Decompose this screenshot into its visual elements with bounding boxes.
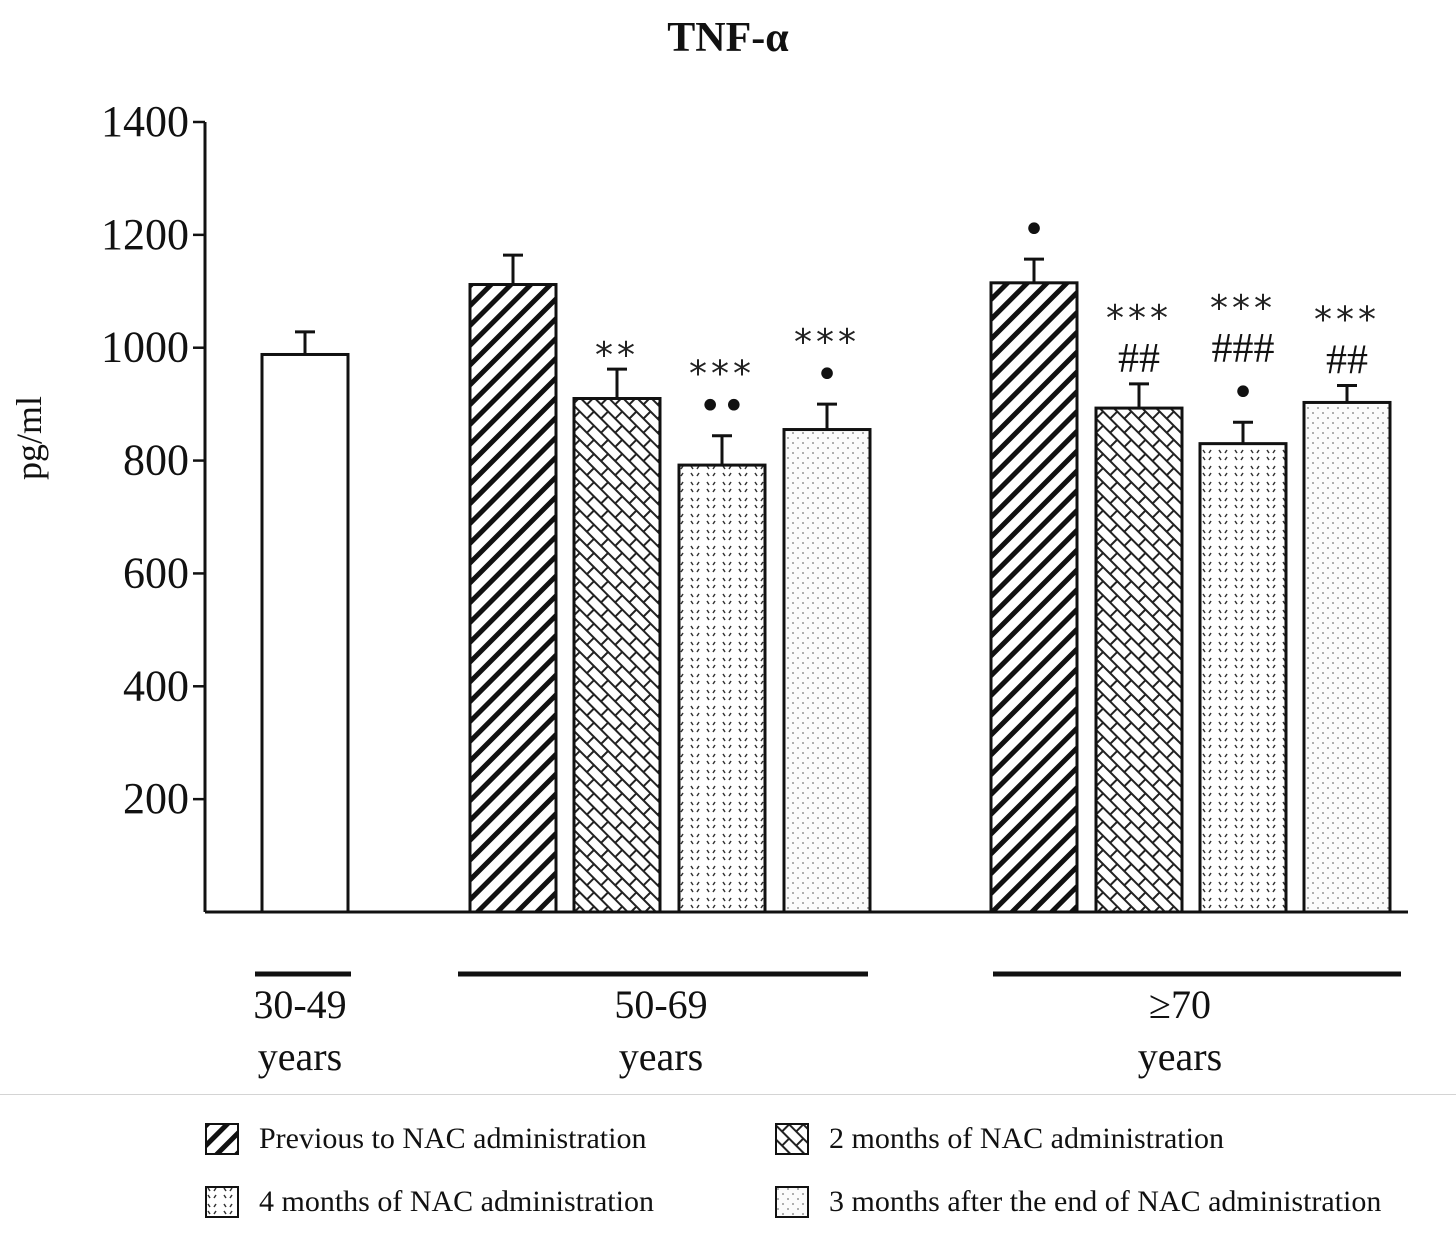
legend-label: 4 months of NAC administration [259,1185,654,1218]
significance-star-label: *** [689,354,755,395]
group-label: 30-49 [253,982,346,1027]
significance-star-label: *** [1314,300,1380,341]
significance-star-label: *** [794,322,860,363]
legend-item-4-months: 4 months of NAC administration [205,1185,654,1219]
significance-star-label: *** [1106,298,1172,339]
bar [468,283,558,914]
bar [1094,406,1184,914]
group-label: ≥70 [1149,982,1211,1027]
significance-dot-label: • [1231,370,1255,416]
chart-title: TNF-α [667,15,789,61]
bar [1302,400,1392,914]
y-tick-label: 800 [123,436,189,485]
group-label-years: years [1138,1034,1222,1079]
significance-star-label: *** [1210,288,1276,329]
legend-label: 3 months after the end of NAC administra… [829,1185,1382,1218]
bar [677,463,767,914]
y-tick-label: 1200 [101,210,189,259]
bar [572,397,662,914]
legend-swatch-dotted-icon [205,1186,239,1218]
legend-swatch-fine-dots-icon [775,1186,809,1218]
legend-swatch-diagonal-icon [205,1123,239,1155]
bar [1198,442,1288,914]
legend-divider [0,1094,1456,1095]
legend-label: 2 months of NAC administration [829,1122,1224,1155]
group-label-years: years [619,1034,703,1079]
legend-item-2-months: 2 months of NAC administration [775,1122,1224,1156]
legend-label: Previous to NAC administration [259,1122,647,1155]
legend-item-previous: Previous to NAC administration [205,1122,646,1156]
bar [260,352,350,914]
significance-hash-label: ### [1212,326,1275,372]
y-tick-label: 1400 [101,97,189,146]
legend-item-3-months-after: 3 months after the end of NAC administra… [775,1185,1381,1219]
group-label-years: years [258,1034,342,1079]
y-tick-label: 200 [123,774,189,823]
significance-hash-label: ## [1118,336,1160,382]
y-tick-label: 400 [123,661,189,710]
group-label: 50-69 [614,982,707,1027]
legend-swatch-crosshatch-icon [775,1123,809,1155]
significance-star-label: ** [595,335,639,376]
bar [782,428,872,914]
y-tick-label: 1000 [101,323,189,372]
significance-dot-label: •• [698,384,745,430]
y-tick-label: 600 [123,548,189,597]
significance-hash-label: ## [1326,338,1368,384]
significance-dot-label: • [815,352,839,398]
significance-dot-label: • [1022,207,1046,253]
bar [989,281,1079,914]
